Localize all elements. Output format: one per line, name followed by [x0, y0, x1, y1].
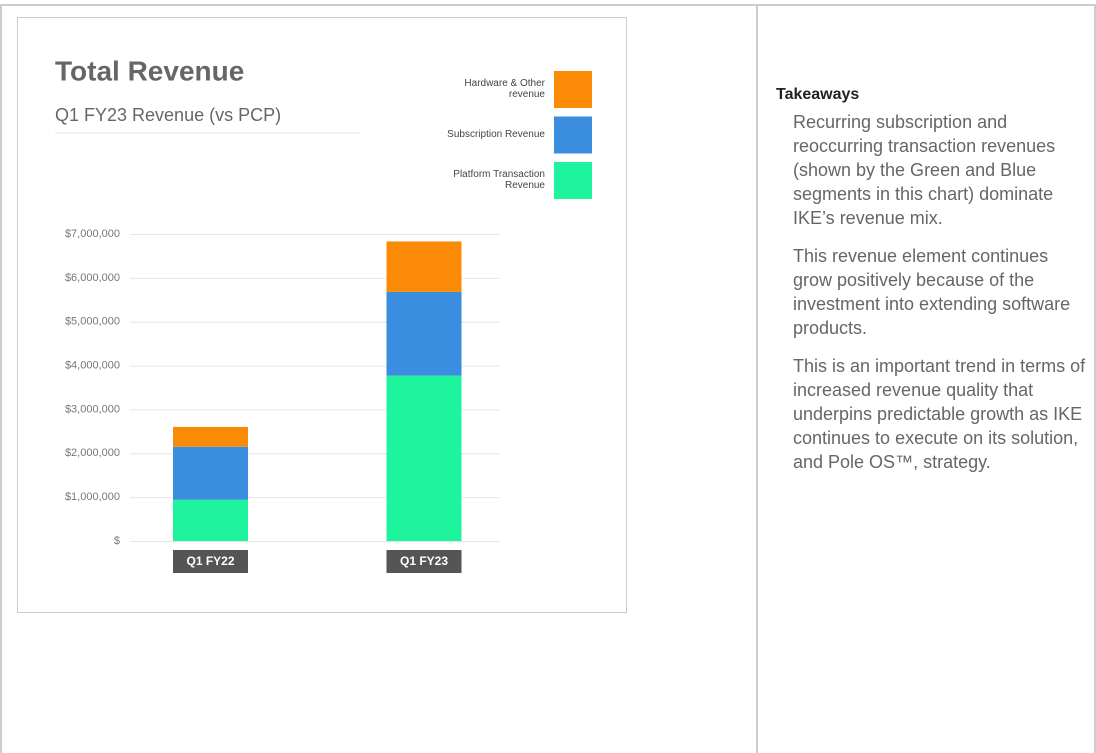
bar-segment	[173, 499, 248, 541]
y-tick-label: $2,000,000	[65, 447, 120, 459]
y-tick-label: $5,000,000	[65, 316, 120, 328]
takeaways: Takeaways Recurring subscription and reo…	[776, 86, 1086, 488]
y-tick-label: $6,000,000	[65, 272, 120, 284]
category-box	[173, 550, 248, 573]
legend-label: Hardware & Other revenue	[464, 78, 545, 100]
legend-swatch	[554, 162, 592, 199]
y-tick-label: $7,000,000	[65, 228, 120, 240]
y-tick-label: $	[114, 535, 120, 547]
bar-segment	[173, 446, 248, 500]
takeaways-heading: Takeaways	[776, 86, 860, 103]
y-tick-label: $1,000,000	[65, 491, 120, 503]
category-box	[386, 550, 462, 573]
y-tick-label: $3,000,000	[65, 403, 120, 415]
takeaway-paragraph: This is an important trend in terms of i…	[793, 356, 1086, 472]
x-tick-label: Q1 FY23	[400, 554, 448, 568]
takeaway-paragraph: This revenue element continues grow posi…	[793, 246, 1071, 338]
x-tick-label: Q1 FY22	[186, 554, 234, 568]
bar-segment	[173, 426, 248, 447]
bar-segment	[386, 241, 462, 292]
chart-title: Total Revenue	[55, 55, 244, 86]
chart-subtitle: Q1 FY23 Revenue (vs PCP)	[55, 105, 281, 125]
bar-segment	[386, 375, 462, 541]
legend-swatch	[554, 116, 592, 154]
legend-swatch	[554, 71, 592, 108]
chart-box	[17, 17, 627, 613]
takeaway-paragraph: Recurring subscription and reoccurring t…	[793, 112, 1056, 228]
legend-label: Subscription Revenue	[447, 129, 545, 140]
legend-label: Platform Transaction Revenue	[453, 169, 545, 191]
frame	[0, 4, 1096, 753]
bar-segment	[386, 291, 462, 376]
y-tick-label: $4,000,000	[65, 359, 120, 371]
